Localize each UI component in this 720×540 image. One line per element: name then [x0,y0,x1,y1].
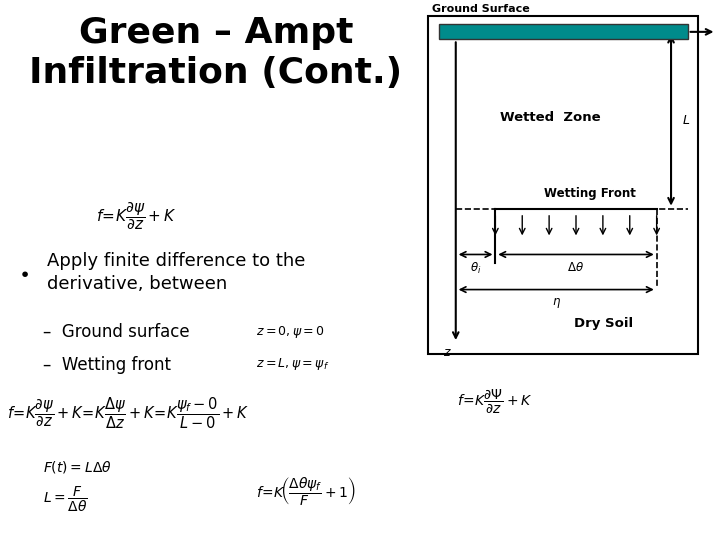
Text: Wetted  Zone: Wetted Zone [500,111,600,124]
Text: –  Ground surface: – Ground surface [43,323,190,341]
Text: –  Wetting front: – Wetting front [43,355,171,374]
Text: $F(t)=L\Delta\theta$: $F(t)=L\Delta\theta$ [43,459,112,475]
Text: Ground Surface: Ground Surface [432,3,530,14]
Text: $\bullet$: $\bullet$ [18,263,29,282]
Text: $f\!=\!K\dfrac{\partial\psi}{\partial z}+K$: $f\!=\!K\dfrac{\partial\psi}{\partial z}… [96,200,177,232]
Text: $z$: $z$ [444,346,452,359]
Text: $\eta$: $\eta$ [552,296,561,310]
Text: $z=L,\psi=\psi_f$: $z=L,\psi=\psi_f$ [256,356,329,373]
Text: $L$: $L$ [682,114,690,127]
Text: $z=0,\psi=0$: $z=0,\psi=0$ [256,324,325,340]
Text: Wetting Front: Wetting Front [544,187,636,200]
Text: $f\!=\!K\!\left(\dfrac{\Delta\theta\psi_f}{F}+1\right)$: $f\!=\!K\!\left(\dfrac{\Delta\theta\psi_… [256,475,355,508]
Bar [428,16,698,354]
Text: Apply finite difference to the
derivative, between: Apply finite difference to the derivativ… [47,252,305,293]
Text: $\Delta\theta$: $\Delta\theta$ [567,261,585,274]
Text: $L=\dfrac{F}{\Delta\theta}$: $L=\dfrac{F}{\Delta\theta}$ [43,485,88,514]
Text: Dry Soil: Dry Soil [575,318,634,330]
Text: Green – Ampt
Infiltration (Cont.): Green – Ampt Infiltration (Cont.) [30,16,402,90]
Text: $f\!=\!K\dfrac{\partial\psi}{\partial z}+K\!=\!K\dfrac{\Delta\psi}{\Delta z}+K\!: $f\!=\!K\dfrac{\partial\psi}{\partial z}… [7,395,250,431]
Bar [439,24,688,39]
Text: $\theta_i$: $\theta_i$ [470,261,481,276]
Text: $f\!=\!K\dfrac{\partial\Psi}{\partial z}+K$: $f\!=\!K\dfrac{\partial\Psi}{\partial z}… [457,388,533,416]
